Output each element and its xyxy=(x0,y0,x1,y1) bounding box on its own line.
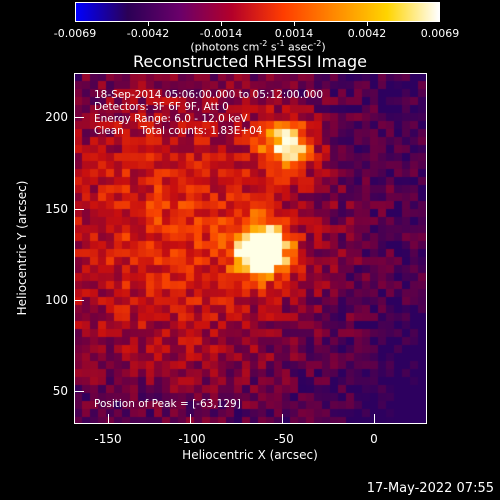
annotation-detectors: Detectors: 3F 6F 9F, Att 0 xyxy=(94,101,229,113)
y-axis-title: Heliocentric Y (arcsec) xyxy=(15,180,29,316)
annotation-time-range: 18-Sep-2014 05:06:00.000 to 05:12:00.000 xyxy=(94,89,324,101)
rhessi-image xyxy=(74,73,427,424)
colorbar xyxy=(75,2,440,22)
annotation-energy: Energy Range: 6.0 - 12.0 keV xyxy=(94,113,248,125)
image-plot: 18-Sep-2014 05:06:00.000 to 05:12:00.000… xyxy=(74,73,427,424)
colorbar-tick-label: -0.0042 xyxy=(126,27,170,40)
colorbar-tick-label: -0.0069 xyxy=(53,27,97,40)
colorbar-tick-label: 0.0042 xyxy=(347,27,387,40)
x-axis-title: Heliocentric X (arcsec) xyxy=(182,448,318,462)
y-tick-label: 100 xyxy=(45,293,68,307)
y-tick-label: 150 xyxy=(45,202,68,216)
y-tick-label: 50 xyxy=(52,384,68,398)
y-tick-label: 200 xyxy=(45,110,68,124)
plot-title: Reconstructed RHESSI Image xyxy=(133,52,367,71)
colorbar-tick-label: -0.0014 xyxy=(199,27,243,40)
colorbar-tick-label: 0.0014 xyxy=(274,27,314,40)
x-tick-label: 0 xyxy=(370,432,378,446)
x-tick-label: -100 xyxy=(178,432,206,446)
x-tick-label: -150 xyxy=(94,432,122,446)
annotation-peak: Position of Peak = [-63,129] xyxy=(94,398,241,410)
x-tick-label: -50 xyxy=(274,432,294,446)
colorbar-unit-label: (photons cm-2 s-1 asec-2) xyxy=(190,39,326,54)
colorbar-tick-label: 0.0069 xyxy=(420,27,460,40)
annotation-clean: Clean Total counts: 1.83E+04 xyxy=(94,125,263,137)
timestamp: 17-May-2022 07:55 xyxy=(366,481,494,496)
